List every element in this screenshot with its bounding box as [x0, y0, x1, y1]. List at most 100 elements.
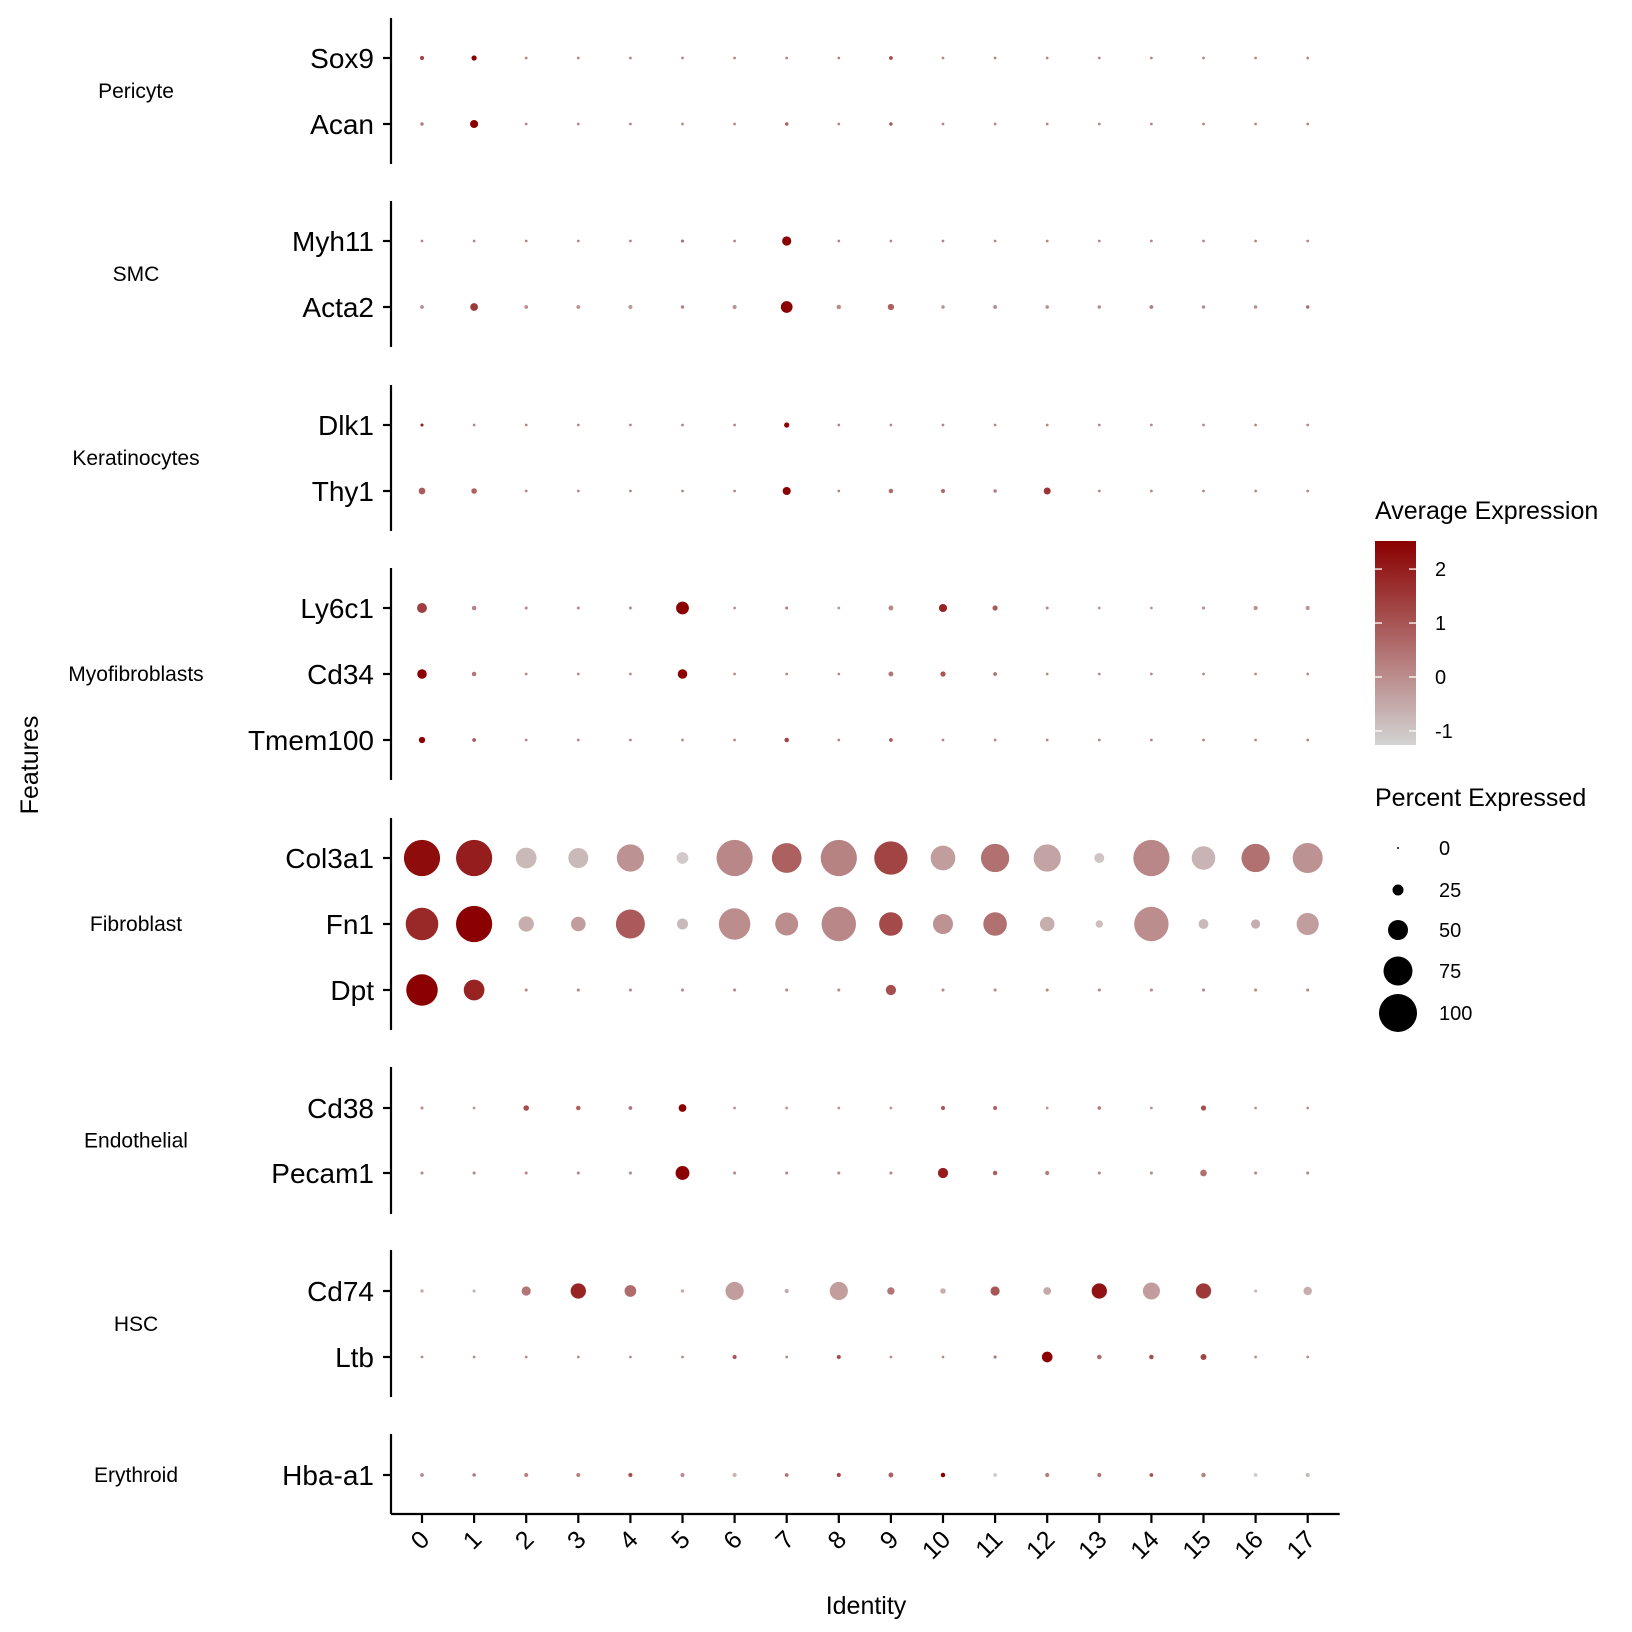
- dot: [940, 1105, 946, 1111]
- x-tick-label: 12: [1021, 1525, 1060, 1564]
- dot: [837, 1171, 841, 1175]
- dot: [889, 738, 893, 742]
- dot: [1306, 738, 1310, 742]
- dot: [885, 984, 897, 996]
- dot: [1097, 606, 1101, 610]
- dot: [1097, 672, 1101, 676]
- dot: [782, 486, 791, 496]
- dot: [785, 988, 789, 992]
- gene-row-hba-a1: Hba-a1: [282, 1460, 1310, 1491]
- color-tick-label: 1: [1435, 613, 1446, 635]
- dot: [1097, 56, 1101, 60]
- dot: [837, 423, 841, 427]
- dot: [1033, 844, 1061, 872]
- dot: [887, 303, 895, 311]
- dot: [889, 56, 893, 60]
- dot: [1253, 605, 1258, 611]
- dot: [677, 669, 688, 679]
- dot: [420, 305, 424, 309]
- dot: [576, 489, 580, 493]
- group-label: Keratinocytes: [72, 447, 199, 470]
- dot: [681, 423, 684, 427]
- dot: [940, 1288, 946, 1294]
- dot: [1303, 1286, 1312, 1296]
- x-axis-title: Identity: [826, 1592, 907, 1620]
- dot: [716, 839, 753, 877]
- dot: [1306, 672, 1310, 676]
- dot: [937, 1167, 949, 1179]
- dot: [1142, 1282, 1160, 1300]
- dot: [472, 423, 476, 427]
- dot: [1094, 853, 1105, 863]
- x-tick-label: 9: [875, 1525, 905, 1555]
- dot: [524, 672, 528, 676]
- dot: [784, 422, 790, 428]
- dot: [1045, 606, 1049, 610]
- dot: [675, 1166, 690, 1180]
- dot: [420, 1473, 424, 1477]
- dot: [733, 672, 736, 676]
- gene-row-thy1: Thy1: [312, 476, 1310, 507]
- dot: [524, 122, 528, 126]
- dot: [420, 1355, 424, 1359]
- dot: [941, 1355, 945, 1359]
- dot: [629, 239, 632, 243]
- dot: [1254, 1106, 1257, 1110]
- size-legend-dot: [1392, 884, 1404, 896]
- dot: [1292, 842, 1323, 874]
- x-tick-label: 17: [1281, 1525, 1320, 1564]
- x-tick-label: 3: [562, 1525, 592, 1555]
- dot: [629, 738, 632, 742]
- dot: [784, 737, 789, 743]
- x-tick-label: 14: [1125, 1525, 1165, 1565]
- dot: [1095, 920, 1104, 928]
- dot: [1254, 1171, 1258, 1175]
- group-label: Pericyte: [98, 80, 174, 103]
- dot: [1254, 239, 1257, 243]
- y-axis-title: Features: [16, 716, 44, 815]
- group-label: SMC: [113, 263, 160, 286]
- size-legend-label: 75: [1439, 961, 1461, 983]
- x-tick-label: 8: [822, 1525, 852, 1555]
- dot: [676, 601, 689, 615]
- gene-label: Cd34: [307, 659, 374, 690]
- dot: [521, 1286, 531, 1296]
- dot: [1045, 988, 1049, 992]
- dot: [993, 56, 997, 60]
- dot: [784, 1473, 789, 1477]
- dot: [518, 916, 534, 932]
- gene-row-dpt: Dpt: [330, 974, 1310, 1006]
- dot: [524, 1355, 528, 1359]
- dot: [837, 672, 841, 676]
- dot: [1200, 1169, 1207, 1177]
- dot: [1045, 672, 1049, 676]
- color-tick-label: -1: [1435, 721, 1453, 743]
- dot: [874, 841, 908, 875]
- x-axis: 0 1 2 3 4 5 6 7 8 9 10 11 12 13 14 15 16 17: [391, 1512, 1340, 1565]
- dot: [837, 1106, 841, 1110]
- dot: [940, 1472, 946, 1478]
- dot: [629, 56, 632, 60]
- dot: [628, 1171, 632, 1175]
- dot: [1045, 56, 1049, 60]
- gene-label: Ltb: [335, 1342, 374, 1373]
- dot: [1254, 988, 1258, 992]
- dot: [1097, 1472, 1102, 1478]
- dot: [889, 423, 893, 427]
- gene-row-tmem100: Tmem100: [248, 725, 1310, 756]
- dot: [1254, 672, 1257, 676]
- dot: [733, 1171, 737, 1175]
- dot: [785, 606, 789, 610]
- dot: [1045, 239, 1049, 243]
- dot: [718, 908, 751, 940]
- dot: [1306, 122, 1310, 126]
- dot: [1305, 305, 1310, 309]
- dot: [836, 1354, 841, 1360]
- size-legend-items: 0 25 50 75 100: [1379, 838, 1472, 1032]
- dot: [1306, 1171, 1310, 1175]
- dot: [624, 1285, 637, 1297]
- dot: [420, 1289, 424, 1293]
- gene-label: Dpt: [330, 975, 374, 1006]
- x-tick-label: 15: [1177, 1525, 1216, 1564]
- gene-label: Thy1: [312, 476, 374, 507]
